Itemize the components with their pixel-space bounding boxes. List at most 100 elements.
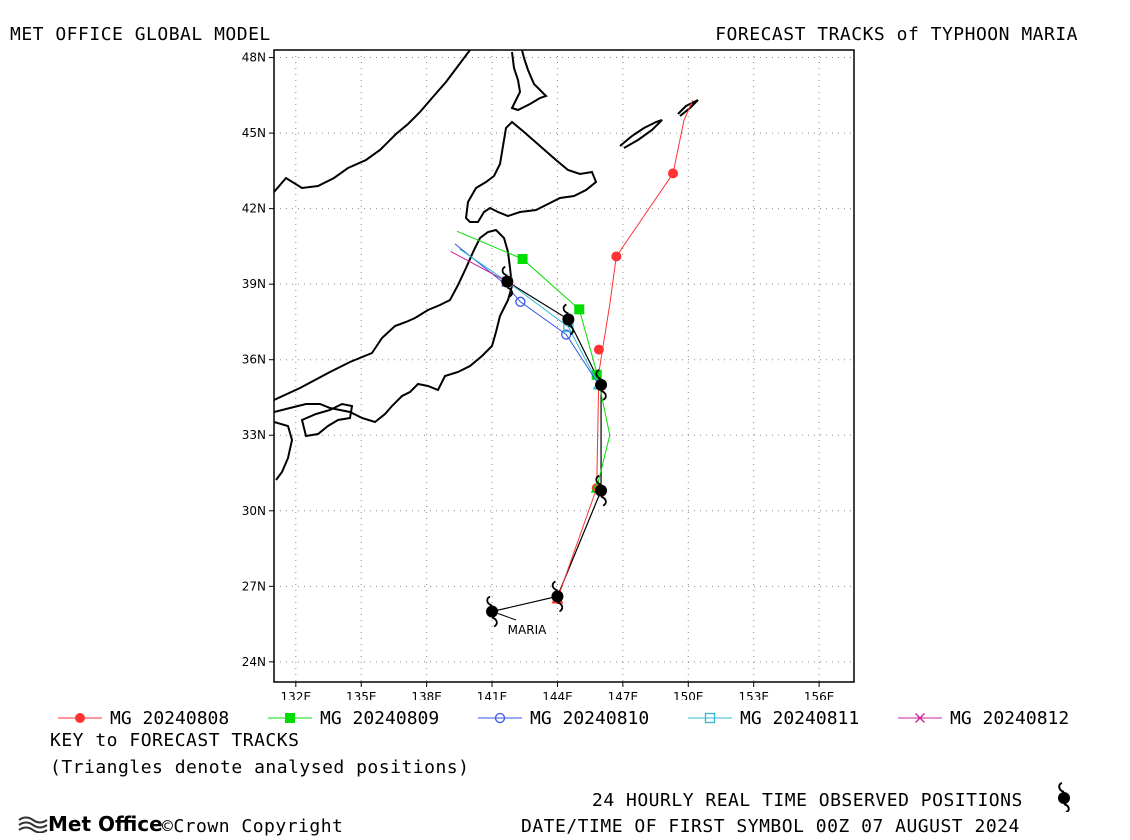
legend-swatch-marker (494, 712, 506, 724)
typhoon-symbol-core (551, 590, 564, 603)
forecast-track-line (556, 100, 694, 600)
legend-swatch-marker (915, 713, 925, 723)
key-title: KEY to FORECAST TRACKS (50, 730, 300, 751)
lat-tick-label: 39N (242, 277, 266, 291)
typhoon-symbol-arm (491, 616, 498, 628)
lat-tick-label: 27N (242, 579, 266, 593)
legend-swatch-red (58, 713, 102, 723)
first-symbol-datetime: DATE/TIME OF FIRST SYMBOL 00Z 07 AUGUST … (521, 816, 1020, 837)
lon-tick-label: 150E (673, 690, 704, 700)
legend-swatch-green (268, 713, 312, 723)
observed-positions-note: 24 HOURLY REAL TIME OBSERVED POSITIONS (592, 790, 1023, 811)
legend-swatch-cyan (688, 712, 732, 724)
lat-tick-label: 45N (242, 126, 266, 140)
left-title: MET OFFICE GLOBAL MODEL (10, 24, 271, 45)
typhoon-symbol-icon (595, 369, 608, 401)
legend-swatch-marker (704, 712, 716, 724)
typhoon-symbol-icon (562, 303, 575, 336)
typhoon-symbol-arm (600, 495, 607, 507)
met-office-wave-icon (18, 816, 48, 833)
right-title: FORECAST TRACKS of TYPHOON MARIA (715, 24, 1078, 45)
legend-label: MG 20240810 (530, 707, 650, 729)
typhoon-symbol-arm (486, 595, 493, 607)
forecast-track-point (517, 253, 528, 264)
lon-tick-label: 144E (542, 690, 573, 700)
met-office-logo: Met Office (18, 812, 163, 836)
typhoon-symbol-arm (595, 369, 602, 380)
coastline-hokkaido (464, 120, 598, 223)
coastlines (274, 50, 699, 481)
map-frame (273, 49, 855, 683)
legend-item-20240811: MG 20240811 (686, 707, 859, 729)
typhoon-symbol-arm (562, 303, 569, 315)
forecast-track-point (593, 344, 604, 355)
lat-tick-label: 33N (242, 428, 266, 442)
lon-tick-label: 153E (738, 690, 769, 700)
typhoon-symbol-core (595, 484, 608, 497)
typhoon-symbol-arm (501, 265, 508, 277)
copyright-text: Crown Copyright (173, 816, 344, 837)
typhoon-symbol-icon (551, 580, 564, 613)
storm-label-pointer (497, 613, 517, 621)
legend-item-20240809: MG 20240809 (266, 707, 439, 729)
coastline-sakhalin (510, 50, 548, 112)
forecast-track-line (459, 248, 600, 386)
axis-tick-labels: 132E 135E 138E 141E 144E 147E 150E 153E 156E 48N 4… (242, 51, 835, 700)
forecast-track-point (574, 304, 585, 315)
coastline-shikoku (300, 402, 354, 438)
coastline-mainland (274, 50, 471, 193)
typhoon-symbol-core (501, 275, 514, 288)
copyright-symbol: © (162, 816, 174, 837)
typhoon-symbol-core (486, 605, 499, 618)
lon-tick-label: 147E (608, 690, 639, 700)
lat-tick-label: 42N (242, 202, 266, 216)
legend-item-20240812: MG 20240812 (896, 707, 1069, 729)
legend-swatch-marker (285, 713, 295, 723)
legend-label: MG 20240811 (740, 707, 860, 729)
typhoon-symbol-arm (568, 324, 575, 336)
typhoon-symbol-core (595, 378, 608, 391)
typhoon-symbol-icon (486, 595, 499, 628)
storm-name-label: MARIA (508, 623, 547, 637)
typhoon-symbol-core (562, 313, 575, 326)
legend-swatch-blue (478, 712, 522, 724)
lon-tick-label: 156E (804, 690, 835, 700)
forecast-track-line (456, 230, 611, 489)
forecast-track-map: MARIA 132E 135E 138E 141E 144E 147E 150E 153E 15… (242, 49, 855, 700)
legend-item-20240810: MG 20240810 (476, 707, 649, 729)
coastline-kurils-1 (619, 119, 663, 149)
typhoon-symbol-arm (506, 286, 513, 298)
observed-positions (486, 265, 608, 628)
legend-swatch-magenta (898, 713, 942, 723)
coastline-kyushu (274, 421, 294, 481)
typhoon-symbol-arm (551, 580, 558, 592)
lat-tick-label: 30N (242, 504, 266, 518)
lat-tick-label: 48N (242, 51, 266, 65)
lat-tick-label: 36N (242, 353, 266, 367)
typhoon-symbol-arm (600, 390, 607, 401)
legend-swatch-marker (75, 713, 85, 723)
typhoon-symbol-icon (501, 265, 514, 298)
tracks (450, 100, 694, 613)
copyright: ©Crown Copyright (162, 816, 343, 837)
legend-label: MG 20240808 (110, 707, 230, 729)
coastline-honshu-east (274, 267, 514, 424)
typhoon-symbol-arm (595, 474, 602, 486)
lat-lon-grid (274, 50, 854, 682)
coastline-honshu-west (274, 228, 511, 401)
typhoon-symbol-arm (557, 601, 564, 613)
lon-tick-label: 141E (477, 690, 508, 700)
legend-label: MG 20240812 (950, 707, 1070, 729)
forecast-track-point (515, 296, 526, 307)
typhoon-symbol-icon (595, 474, 608, 507)
legend-item-20240808: MG 20240808 (56, 707, 229, 729)
lon-tick-label: 138E (411, 690, 442, 700)
typhoon-symbol-icon (1058, 782, 1070, 812)
lat-tick-label: 24N (242, 655, 266, 669)
forecast-track-line (454, 243, 600, 386)
forecast-track-point (668, 168, 679, 179)
forecast-track-line (450, 250, 508, 283)
legend-label: MG 20240809 (320, 707, 440, 729)
forecast-track-point (611, 251, 622, 262)
met-office-logo-text: Met Office (48, 812, 163, 836)
